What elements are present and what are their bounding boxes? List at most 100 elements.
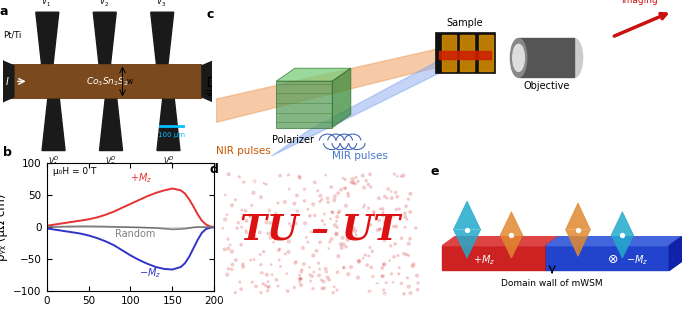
Point — [290, 283, 301, 288]
Point — [221, 278, 232, 283]
Text: TU – UT: TU – UT — [240, 213, 400, 247]
Point — [274, 246, 285, 251]
Point — [362, 190, 373, 195]
Point — [275, 264, 286, 269]
Point — [334, 189, 345, 194]
Point — [236, 271, 247, 276]
Point — [221, 196, 232, 201]
Point — [221, 271, 232, 276]
Point — [254, 230, 265, 235]
Point — [312, 188, 323, 193]
Point — [215, 271, 226, 276]
Point — [279, 199, 290, 204]
Point — [315, 207, 326, 212]
Point — [401, 252, 412, 257]
Point — [316, 232, 327, 237]
Point — [221, 239, 232, 244]
Point — [289, 285, 300, 290]
Text: μ₀H = 0 T: μ₀H = 0 T — [53, 167, 97, 176]
Point — [416, 172, 427, 177]
Point — [314, 241, 325, 246]
Point — [242, 187, 253, 192]
Point — [362, 233, 373, 238]
Point — [386, 189, 397, 194]
Point — [374, 237, 385, 242]
Point — [265, 235, 276, 240]
Point — [318, 279, 329, 284]
Point — [378, 171, 389, 176]
Point — [413, 186, 424, 191]
Point — [232, 171, 242, 176]
Point — [353, 259, 364, 263]
Point — [321, 207, 332, 212]
Point — [383, 215, 394, 220]
Point — [240, 223, 251, 228]
Point — [262, 288, 273, 293]
Point — [380, 252, 391, 257]
Polygon shape — [443, 237, 558, 246]
Text: 100 μm: 100 μm — [358, 292, 387, 301]
Point — [249, 274, 260, 279]
Polygon shape — [611, 235, 634, 258]
Point — [408, 180, 419, 185]
Point — [273, 179, 284, 184]
Point — [367, 225, 378, 230]
Point — [369, 206, 380, 211]
Point — [238, 264, 249, 269]
Point — [277, 172, 288, 177]
Point — [270, 211, 281, 216]
Point — [357, 227, 368, 232]
Point — [366, 295, 377, 300]
Polygon shape — [151, 12, 174, 64]
Point — [340, 203, 351, 208]
Text: to magnetization
imaging: to magnetization imaging — [581, 0, 658, 5]
Point — [388, 184, 399, 188]
Point — [388, 187, 399, 192]
Point — [384, 192, 395, 197]
Point — [229, 271, 240, 276]
Point — [296, 295, 307, 300]
Point — [267, 200, 278, 205]
Point — [336, 245, 347, 250]
Point — [249, 235, 260, 240]
Point — [334, 233, 345, 238]
Polygon shape — [99, 99, 123, 151]
Point — [239, 177, 250, 182]
Point — [328, 286, 339, 290]
Point — [276, 236, 287, 241]
Point — [326, 188, 337, 193]
Point — [228, 291, 239, 296]
Point — [296, 276, 307, 281]
Point — [353, 259, 364, 264]
Point — [312, 246, 323, 251]
Point — [366, 265, 377, 270]
Point — [302, 207, 313, 212]
Point — [290, 280, 301, 285]
Point — [356, 219, 367, 224]
Point — [240, 245, 251, 250]
Point — [333, 254, 344, 259]
Point — [310, 239, 321, 244]
Point — [271, 166, 282, 171]
Point — [322, 275, 333, 280]
Point — [260, 260, 271, 265]
Point — [236, 178, 247, 183]
Point — [320, 228, 331, 233]
Point — [349, 166, 360, 171]
Point — [286, 173, 297, 178]
Point — [415, 217, 426, 222]
Point — [334, 205, 345, 210]
Point — [390, 179, 401, 184]
Point — [269, 277, 279, 282]
Point — [242, 253, 253, 258]
Point — [317, 218, 328, 223]
Point — [347, 252, 358, 257]
Point — [318, 294, 329, 299]
Point — [261, 182, 272, 187]
Point — [220, 217, 231, 222]
Point — [238, 168, 249, 173]
Point — [210, 275, 221, 280]
Point — [232, 237, 242, 242]
Point — [336, 272, 347, 277]
Point — [223, 266, 234, 271]
